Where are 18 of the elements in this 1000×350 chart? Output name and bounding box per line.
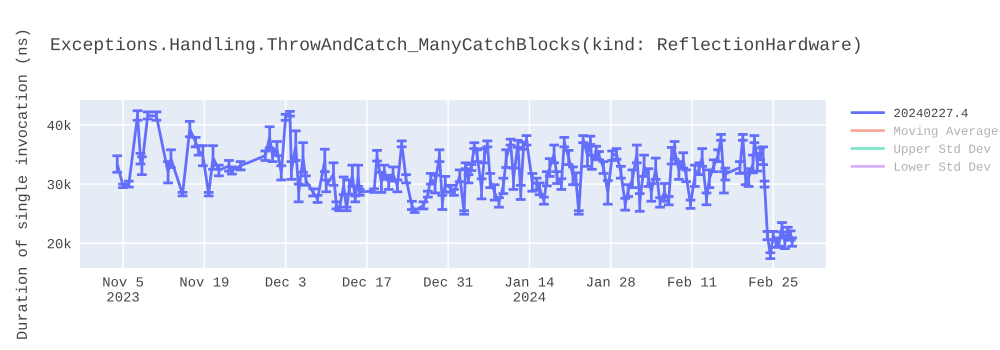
x-tick-label: Dec 3 [266, 277, 306, 287]
y-tick-label: 20k [48, 238, 71, 248]
x-tick-label: Dec 31 [424, 277, 472, 287]
x-tick-label: Dec 17 [342, 277, 391, 287]
x-tick-label: Jan 28 [586, 277, 635, 287]
x-tick-label: Nov 19 [180, 277, 228, 287]
x-tick-label: Jan 14 2024 [506, 277, 554, 302]
legend-label: 20240227.4 [894, 108, 968, 118]
legend-label: Upper Std Dev [894, 144, 991, 156]
legend-label: Lower Std Dev [894, 162, 991, 171]
y-axis-title: Duration of single invocation (ns) [16, 30, 30, 339]
x-tick-label: Feb 11 [668, 276, 716, 287]
x-tick-label: Feb 25 [750, 276, 798, 287]
legend-label: Moving Average [894, 126, 998, 138]
y-tick-label: 40k [47, 120, 71, 130]
x-tick-label: Nov 5 2023 [103, 277, 144, 302]
y-tick-label: 30k [48, 179, 71, 190]
chart-title: Exceptions.Handling.ThrowAndCatch_ManyCatchBlocks(kind: ReflectionHardware) [51, 37, 860, 54]
